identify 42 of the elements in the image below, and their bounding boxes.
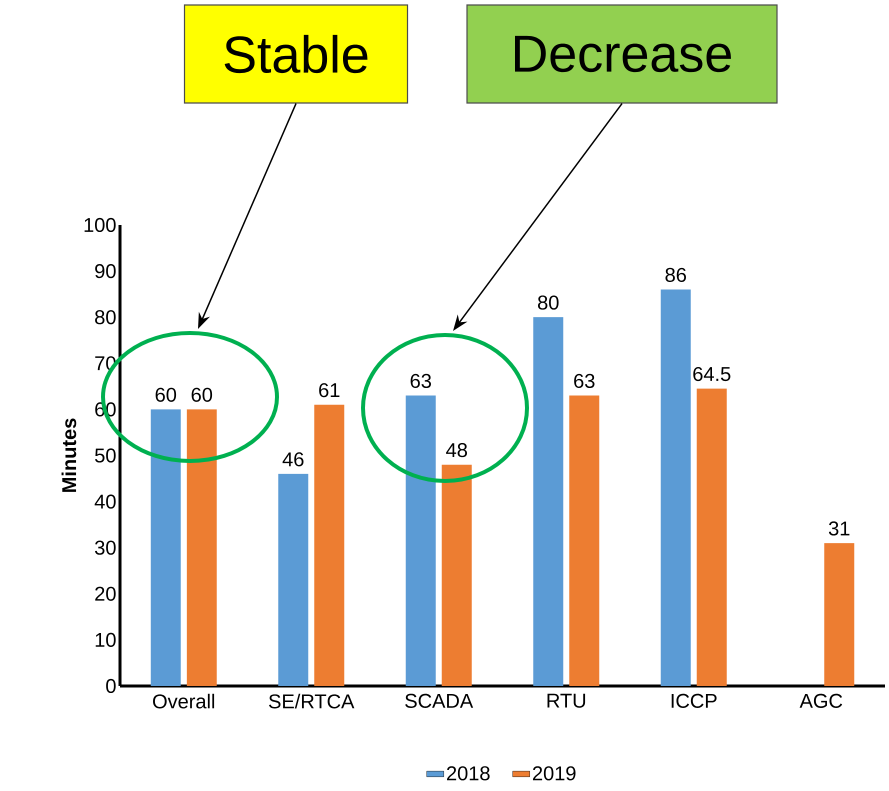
bar	[186, 409, 217, 686]
x-tick-label: ICCP	[672, 694, 717, 708]
data-label: 63	[574, 374, 594, 388]
bar	[696, 388, 727, 686]
text: Decrease	[514, 36, 731, 72]
data-label: 60	[192, 388, 212, 402]
x-tick-label: SE/RTCA	[269, 694, 354, 708]
text: Stable	[224, 34, 368, 74]
data-label: 80	[538, 296, 559, 310]
y-axis-title: Minutes	[62, 418, 76, 492]
y-tick-label: 0	[106, 678, 116, 694]
bar	[533, 317, 564, 686]
x-tick-label: RTU	[548, 694, 586, 708]
y-tick-label: 40	[94, 494, 116, 509]
data-label: 64.5	[693, 366, 730, 382]
bar	[314, 404, 344, 686]
y-tick-label: 50	[95, 448, 116, 463]
y-tick-label: 100	[84, 218, 116, 232]
y-tick-label: 80	[95, 310, 116, 324]
bar	[824, 543, 854, 686]
legend-label: 2019	[532, 766, 576, 780]
y-tick-label: 30	[94, 540, 116, 555]
data-label: 63	[410, 374, 431, 388]
data-label: 46	[282, 452, 304, 466]
x-tick-label: Overall	[153, 694, 214, 708]
bar	[406, 396, 436, 686]
x-tick-label: SCADA	[405, 694, 474, 708]
bar	[569, 396, 600, 686]
bar	[278, 474, 308, 686]
data-label: 48	[446, 443, 468, 458]
data-label: 86	[665, 268, 686, 282]
bar	[660, 290, 691, 686]
y-tick-label: 90	[95, 264, 116, 278]
data-label: 60	[156, 388, 176, 402]
y-tick-label: 20	[95, 586, 116, 601]
bar	[442, 464, 472, 686]
data-label: 61	[319, 383, 340, 398]
y-tick-label: 10	[96, 632, 116, 647]
bar	[150, 409, 181, 686]
legend-label: 2018	[447, 766, 490, 780]
x-tick-label: AGC	[800, 694, 842, 708]
data-label: 31	[828, 521, 850, 536]
